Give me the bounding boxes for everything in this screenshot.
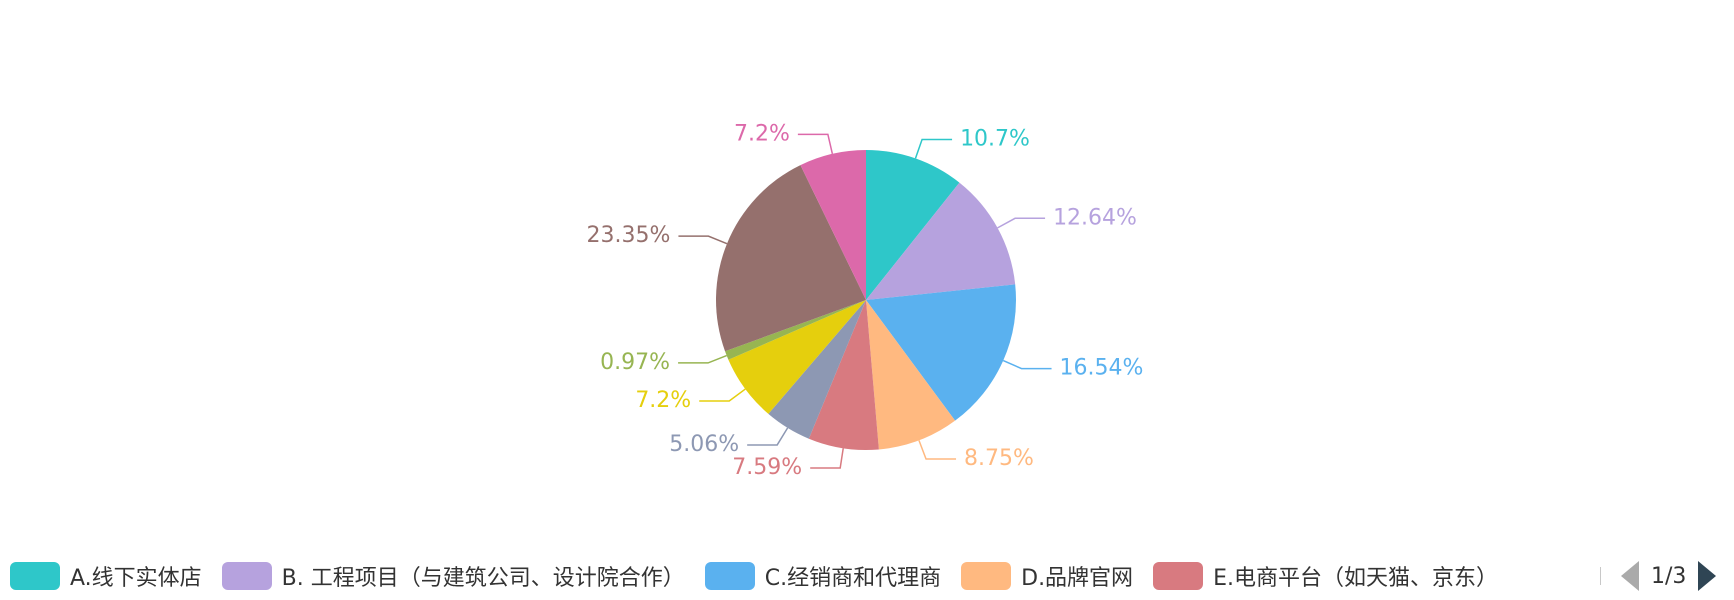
legend-swatch: [1153, 562, 1204, 590]
legend-label: B. 工程项目（与建筑公司、设计院合作）: [281, 566, 685, 591]
pie-slice[interactable]: [800, 150, 866, 300]
pie-chart: 10.7% 12.64% 16.54% 8.75% 7.59%5.06% 7.2% 0.97…: [587, 121, 1144, 480]
pie-slice[interactable]: [866, 300, 956, 450]
pager-page-text: 1/3: [1651, 563, 1687, 589]
pie-data-label: 0.97%: [600, 350, 670, 375]
label-leader-line: [810, 448, 844, 469]
pie-slice[interactable]: [808, 300, 879, 450]
label-leader-line: [1002, 359, 1052, 370]
label-leader-line: [747, 427, 789, 446]
label-leader-line: [914, 138, 953, 159]
pie-data-label: 12.64%: [1053, 205, 1137, 230]
pie-slice[interactable]: [866, 150, 960, 300]
pie-slice[interactable]: [866, 284, 1016, 421]
pie-data-label: 7.2%: [734, 121, 790, 146]
legend-item[interactable]: D.品牌官网: [961, 560, 1133, 592]
triangle-left-icon[interactable]: [1621, 561, 1639, 591]
legend-item[interactable]: C.经销商和代理商: [704, 560, 942, 592]
pie-data-label: 10.7%: [960, 127, 1030, 152]
pie-slice[interactable]: [728, 300, 866, 414]
pie-slice[interactable]: [725, 300, 866, 360]
pie-data-label: 16.54%: [1060, 356, 1144, 381]
label-leader-line: [678, 354, 727, 364]
legend-label: C.经销商和代理商: [764, 566, 942, 591]
pie-slice[interactable]: [715, 165, 866, 352]
pie-slice[interactable]: [768, 300, 866, 439]
label-leader-line: [699, 388, 746, 402]
pager-divider: [1600, 567, 1601, 585]
legend: A.线下实体店 B. 工程项目（与建筑公司、设计院合作） C.经销商和代理商 D.品牌…: [10, 556, 1734, 596]
legend-label: D.品牌官网: [1021, 566, 1134, 591]
legend-swatch: [704, 562, 755, 590]
label-leader-line: [797, 133, 834, 154]
pie-data-label: 8.75%: [964, 446, 1034, 471]
legend-swatch: [221, 562, 272, 590]
pie-data-label: 7.59%: [732, 455, 802, 480]
legend-item[interactable]: B. 工程项目（与建筑公司、设计院合作）: [221, 560, 685, 592]
legend-swatch: [961, 562, 1012, 590]
pie-data-label: 5.06%: [669, 432, 739, 457]
pie-data-label: 23.35%: [587, 223, 671, 248]
legend-swatch: [10, 562, 60, 590]
pie-slice[interactable]: [866, 182, 1016, 300]
pie-data-label: 7.2%: [635, 388, 691, 413]
label-leader-line: [997, 217, 1046, 229]
label-leader-line: [678, 235, 728, 245]
legend-item[interactable]: A.线下实体店: [10, 560, 202, 592]
legend-pager: 1/3: [1600, 556, 1717, 596]
label-leader-line: [918, 440, 957, 460]
legend-item[interactable]: E.电商平台（如天猫、京东）: [1153, 560, 1498, 592]
legend-label: A.线下实体店: [70, 566, 202, 591]
triangle-right-icon[interactable]: [1698, 561, 1717, 591]
legend-label: E.电商平台（如天猫、京东）: [1213, 566, 1498, 591]
